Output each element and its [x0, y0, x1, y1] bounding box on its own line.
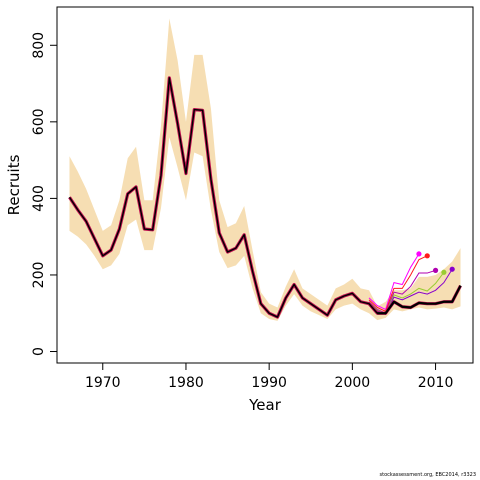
- y-axis: 0 200 400 600 800: [31, 32, 57, 356]
- retro-endpoint-3: [432, 267, 439, 273]
- x-tick-label-1980: 1980: [168, 375, 204, 391]
- x-axis: 1970 1980 1990 2000 2010: [85, 363, 453, 391]
- y-tick-label-800: 800: [31, 32, 47, 59]
- retro-endpoint-5: [449, 266, 455, 272]
- y-tick-label-600: 600: [31, 108, 47, 135]
- recruits-series: [68, 76, 462, 319]
- retrospective-lines: [368, 251, 455, 316]
- y-axis-title: Recruits: [5, 154, 23, 215]
- y-tick-label-0: 0: [31, 347, 47, 356]
- retro-line-2: [368, 255, 428, 313]
- x-tick-label-1970: 1970: [85, 375, 121, 391]
- retro-endpoint-4: [441, 269, 447, 275]
- retro-line-3: [368, 269, 436, 314]
- x-tick-label-2010: 2010: [418, 375, 454, 391]
- retro-endpoint-1: [416, 251, 422, 257]
- y-tick-label-400: 400: [31, 185, 47, 212]
- confidence-band-area: [69, 18, 461, 321]
- footer-credit: stockassessment.org, EBC2014, r3323: [379, 472, 476, 478]
- x-tick-label-1990: 1990: [251, 375, 287, 391]
- confidence-band: [69, 18, 461, 321]
- series-terminal-line: [377, 285, 462, 315]
- x-axis-title: Year: [248, 396, 282, 414]
- x-tick-label-2000: 2000: [335, 375, 371, 391]
- retro-line-1: [368, 253, 420, 311]
- series-highlight-line: [68, 76, 462, 319]
- retro-endpoint-2: [424, 253, 430, 259]
- y-tick-label-200: 200: [31, 262, 47, 289]
- plot-frame: [56, 6, 474, 364]
